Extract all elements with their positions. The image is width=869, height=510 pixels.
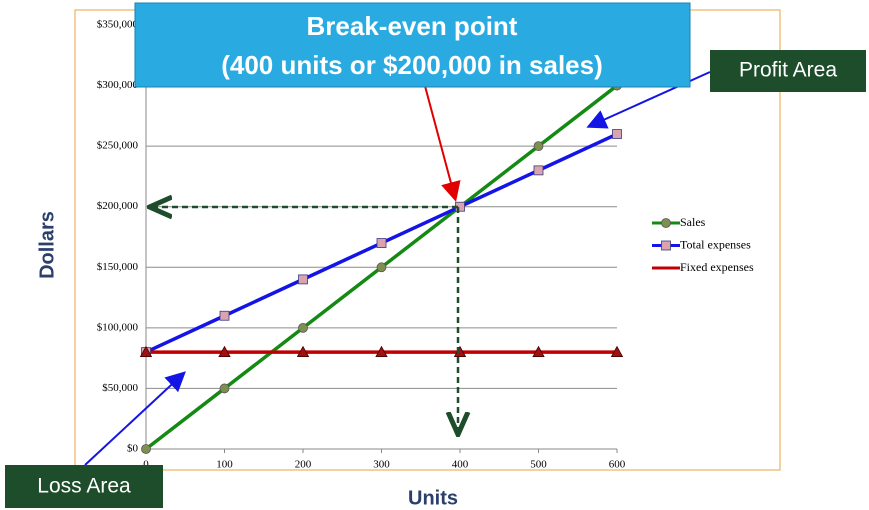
marker <box>298 274 308 285</box>
marker <box>612 129 622 139</box>
legend-label: Total expenses <box>680 237 751 251</box>
y-tick-label: $150,000 <box>97 261 139 273</box>
arrow <box>424 85 461 202</box>
legend-label: Sales <box>680 215 706 229</box>
marker <box>610 345 624 357</box>
marker <box>532 345 545 357</box>
y-tick-label: $350,000 <box>97 19 139 31</box>
marker <box>218 345 231 357</box>
x-tick-label: 0 <box>143 459 149 471</box>
x-tick-label: 600 <box>609 459 626 471</box>
title-box <box>134 2 691 88</box>
y-tick-label: $50,000 <box>102 382 138 394</box>
marker <box>296 345 310 357</box>
series <box>139 80 624 454</box>
marker <box>375 345 388 357</box>
y-tick-label: $250,000 <box>97 140 139 152</box>
chart-subtitle: (400 units or $200,000 in sales) <box>221 50 603 80</box>
y-tick-label: $0 <box>127 443 139 455</box>
legend-marker <box>661 240 671 251</box>
legend: Sales Total expenses Fixed expenses <box>652 215 754 274</box>
x-tick-label: 200 <box>295 459 312 471</box>
y-tick-label: $200,000 <box>97 200 139 212</box>
legend-marker <box>661 218 671 228</box>
annotation: Profit Area <box>739 59 837 82</box>
annotation-box <box>5 465 163 508</box>
x-axis-title: Units <box>408 487 458 509</box>
marker <box>219 383 230 394</box>
marker <box>533 141 544 152</box>
y-tick-label: $100,000 <box>97 321 139 333</box>
marker <box>141 444 151 454</box>
y-tick-label: $300,000 <box>97 79 139 91</box>
x-tick-label: 300 <box>373 459 390 471</box>
arrow <box>84 371 186 466</box>
x-tick-label: 100 <box>216 459 233 471</box>
marker <box>298 322 308 333</box>
marker <box>219 310 230 321</box>
y-axis-title: Dollars <box>36 211 58 279</box>
legend-label: Fixed expenses <box>680 260 754 274</box>
annotation: Loss Area <box>37 475 131 498</box>
x-tick-label: 500 <box>530 459 547 471</box>
marker <box>376 238 387 248</box>
marker <box>533 165 544 176</box>
x-tick-label: 400 <box>452 459 469 471</box>
marker <box>376 262 387 273</box>
marker <box>139 345 153 357</box>
chart-title: Break-even point <box>307 11 518 41</box>
annotation-box <box>710 50 866 92</box>
